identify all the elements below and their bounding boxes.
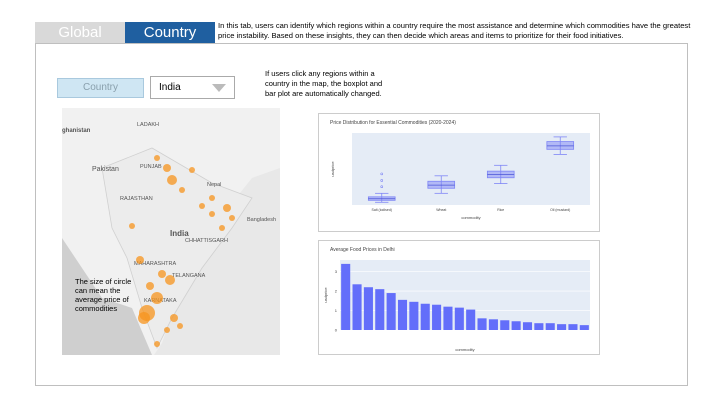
dropdown-arrow (212, 84, 226, 92)
tab[interactable]: Country (125, 22, 215, 43)
map-bubble (154, 155, 160, 161)
map-bubble (189, 167, 195, 173)
map-bubble (146, 282, 154, 290)
bar (488, 319, 498, 330)
map-label: India (170, 229, 189, 238)
bar (511, 321, 521, 330)
description: In this tab, users can identify which re… (218, 21, 691, 40)
chart-title: Price Distribution for Essential Commodi… (330, 120, 456, 126)
map-bubble (154, 341, 160, 347)
map-bubble (151, 292, 163, 304)
annotation: If users click any regions within a coun… (265, 69, 383, 98)
bar (477, 318, 487, 330)
map-bubble (199, 203, 205, 209)
x-tick-label: Salt (iodised) (372, 208, 392, 212)
country-select[interactable]: India (150, 76, 235, 99)
y-tick-label: 0 (335, 328, 338, 333)
boxplot-chart: Price Distribution for Essential Commodi… (318, 113, 600, 232)
x-axis-label: commodity (455, 347, 474, 352)
x-axis-label: commodity (461, 215, 480, 220)
map-bubble (167, 175, 177, 185)
tab[interactable]: Global (35, 22, 125, 43)
bar (420, 303, 430, 330)
bar (409, 301, 419, 330)
bar (432, 304, 442, 330)
map-bubble (163, 164, 171, 172)
map-bubble (136, 256, 144, 264)
bar (466, 309, 476, 330)
bar (386, 293, 396, 330)
y-tick-label: 3 (335, 269, 338, 274)
map-label: RAJASTHAN (120, 196, 153, 202)
bar (454, 307, 464, 330)
bar (375, 289, 385, 330)
map-note: The size of circle can mean the average pr… (75, 277, 131, 313)
map-bubble (219, 225, 225, 231)
map-bubble (158, 270, 166, 278)
map-bubble (179, 187, 185, 193)
y-axis-label: usdprice (323, 287, 328, 303)
bar (397, 299, 408, 330)
map-bubble (177, 323, 183, 329)
map-label: CHHATTISGARH (185, 238, 228, 244)
bar (545, 323, 555, 330)
map-bubble (165, 275, 175, 285)
map-bubble (170, 314, 178, 322)
bar (363, 287, 373, 330)
map-bubble (138, 312, 150, 324)
outlier (380, 185, 384, 189)
bar (443, 306, 453, 330)
panel (35, 43, 688, 386)
bar-chart: Average Food Prices in Delhi commodity usd… (318, 240, 600, 355)
x-tick-label: Rice (497, 208, 504, 212)
bar (500, 320, 510, 330)
filter-label: Country (57, 78, 144, 98)
map-bubble (229, 215, 235, 221)
map-label: Nepal (207, 182, 221, 188)
map-label: Pakistan (92, 166, 119, 173)
bar (352, 284, 362, 330)
selected: India (159, 82, 181, 93)
y-axis-label: usdprice (330, 161, 335, 177)
bar (522, 322, 533, 330)
map-label: TELANGANA (172, 273, 206, 279)
outlier (380, 172, 384, 176)
map[interactable]: ghanistan LADAKH Pakistan PUNJAB RAJASTH… (62, 108, 280, 355)
x-tick-label: Wheat (436, 208, 446, 212)
y-tick-label: 2 (335, 289, 338, 294)
map-bubble (129, 223, 135, 229)
map-bubble (209, 211, 215, 217)
map-label: PUNJAB (140, 164, 162, 170)
map-bubble (164, 327, 170, 333)
bar (568, 324, 578, 330)
map-bubble (223, 204, 231, 212)
chart-title: Average Food Prices in Delhi (330, 247, 395, 253)
map-label: MAHARASHTRA (134, 261, 177, 267)
map-label: LADAKH (137, 122, 159, 128)
map-bubble (209, 195, 215, 201)
outlier (380, 179, 384, 182)
x-tick-label: Oil (mustard) (550, 208, 570, 212)
map-label: Bangladesh (247, 217, 276, 223)
bar (534, 323, 544, 330)
bar (579, 325, 589, 330)
bar (341, 263, 351, 330)
map-label: ghanistan (62, 128, 91, 134)
bar (557, 324, 567, 330)
y-tick-label: 1 (335, 308, 338, 313)
